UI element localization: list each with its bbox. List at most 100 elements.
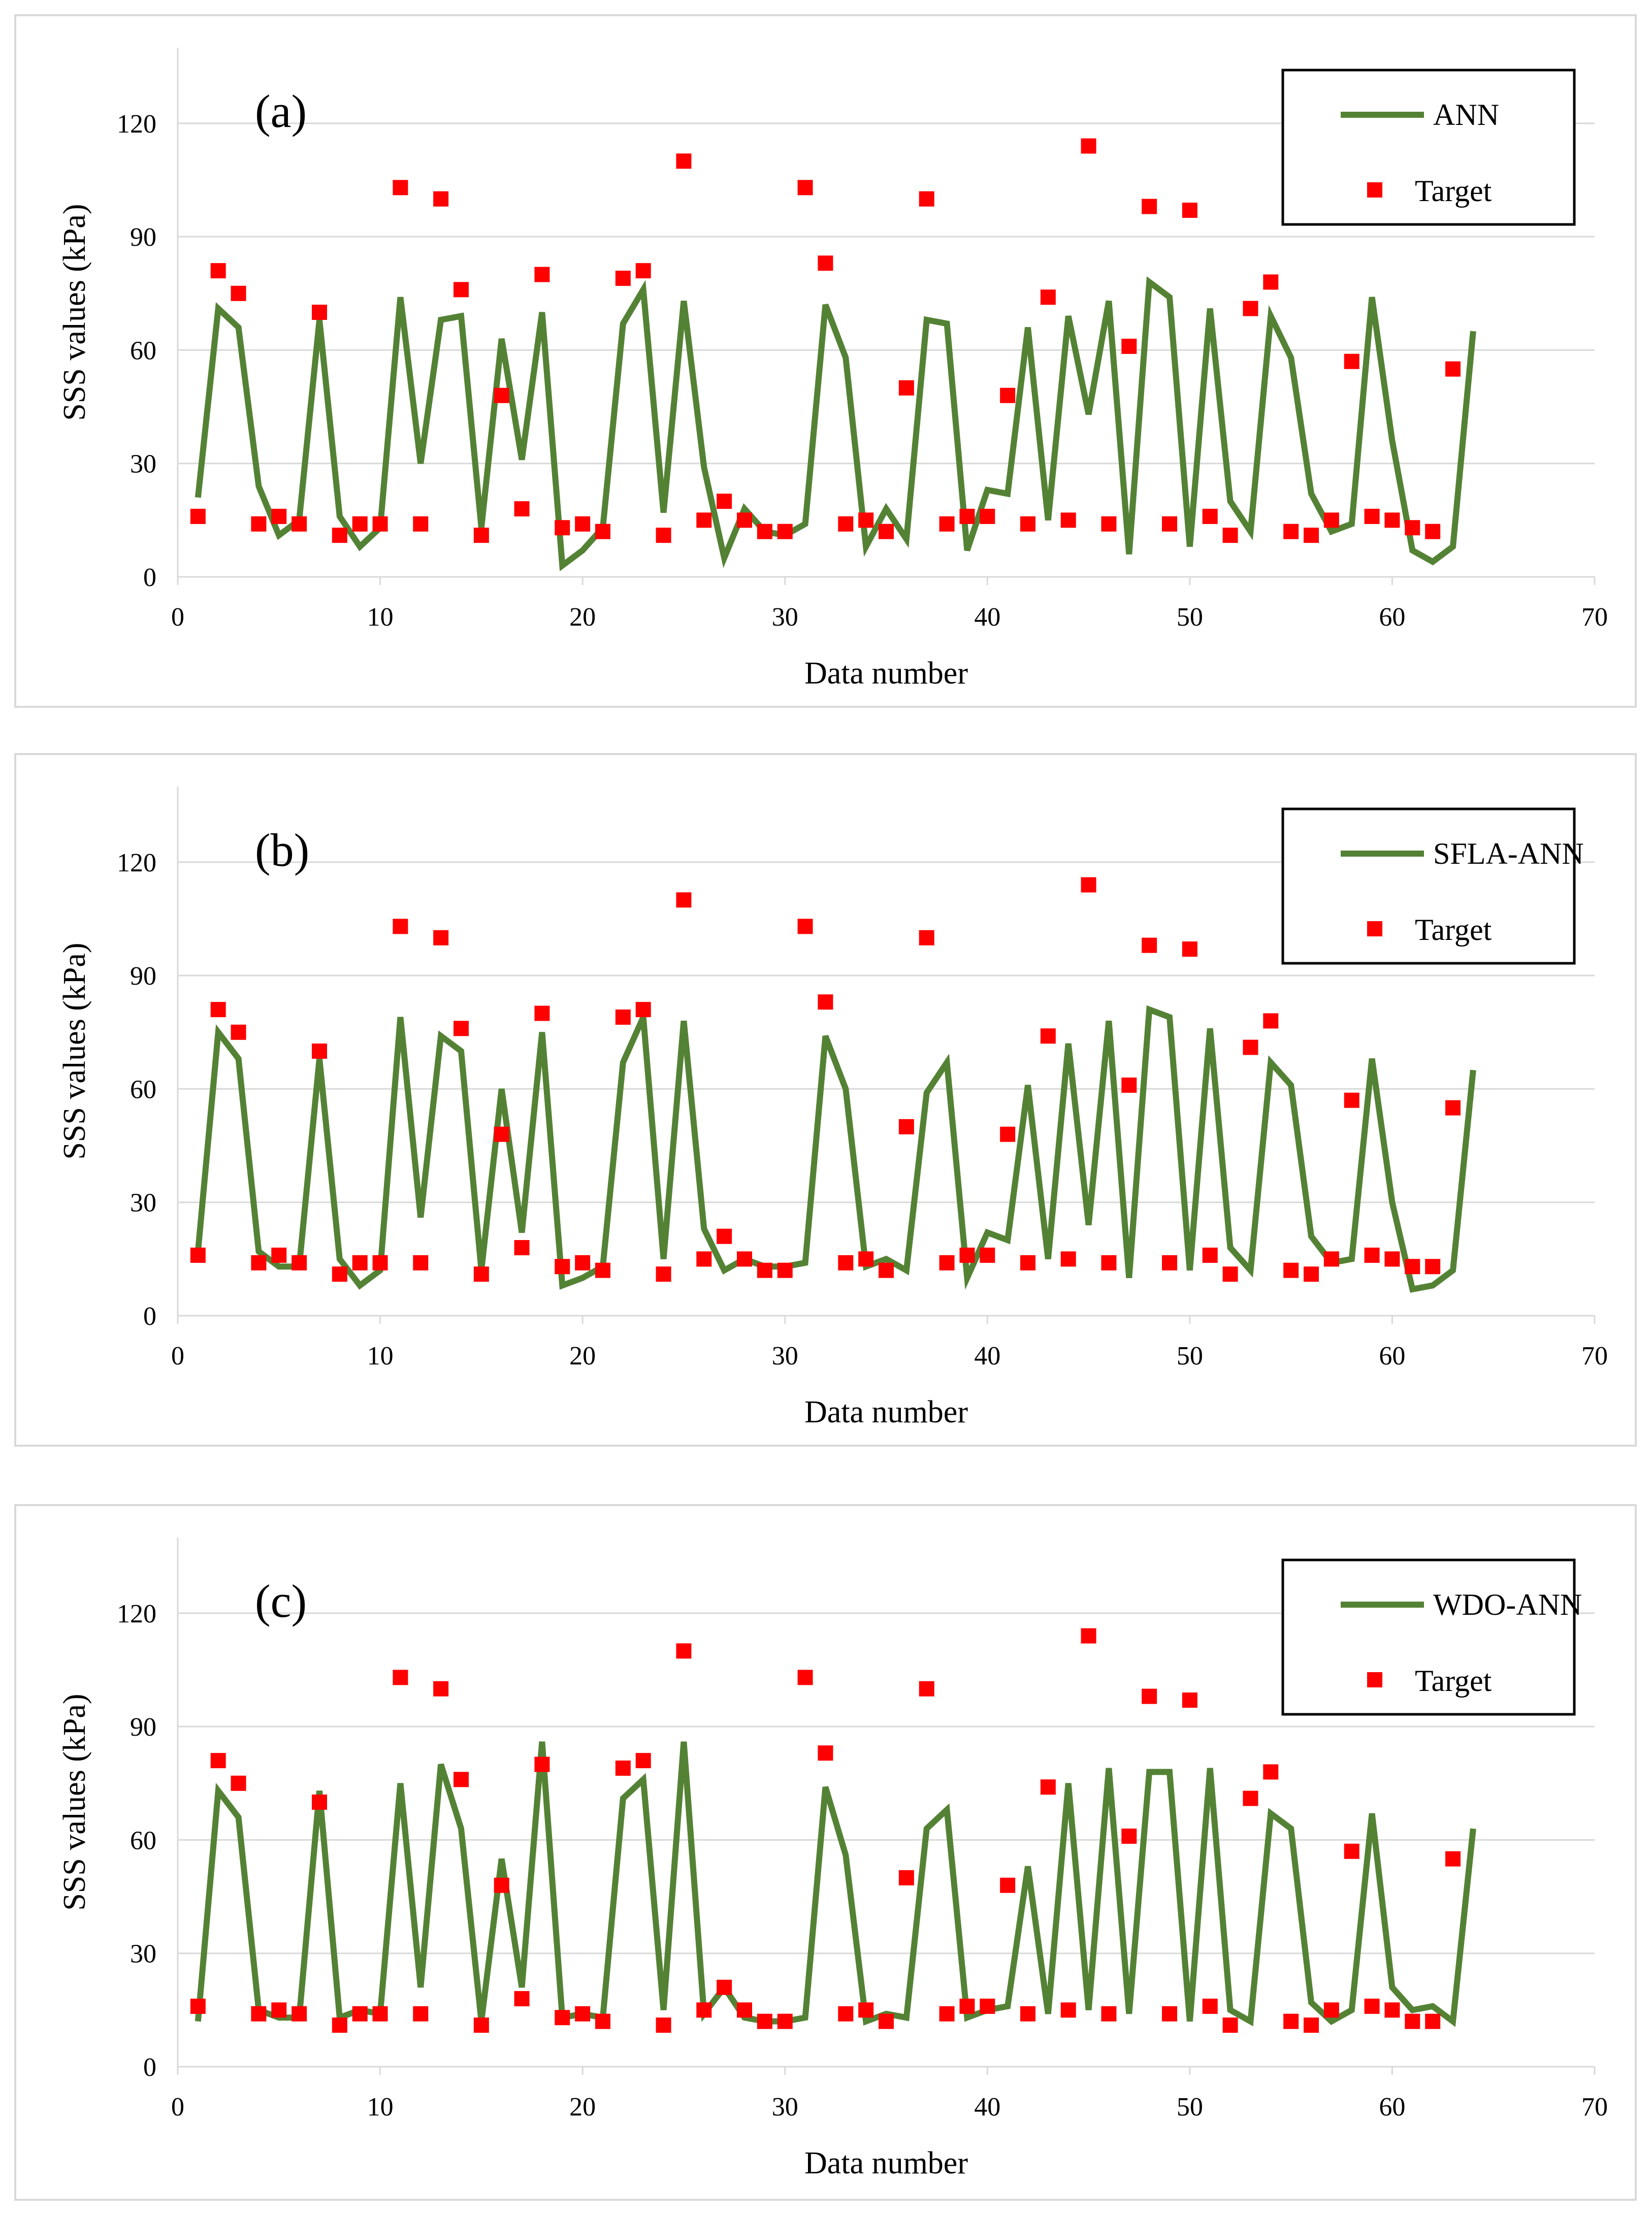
target-point: [777, 524, 793, 539]
target-point: [838, 2006, 854, 2022]
target-point: [433, 191, 449, 207]
target-point: [1060, 2002, 1076, 2018]
target-point: [1283, 1262, 1299, 1278]
panel-label: (c): [255, 1575, 307, 1627]
target-point: [534, 1756, 550, 1772]
target-point: [1384, 1251, 1400, 1267]
target-point: [1283, 2013, 1299, 2029]
target-point: [939, 2006, 955, 2022]
target-point: [1040, 1028, 1056, 1044]
y-axis-label: SSS values (kPa): [57, 942, 92, 1159]
target-point: [1243, 1039, 1258, 1055]
target-point: [980, 1998, 995, 2014]
target-point: [575, 1255, 591, 1271]
target-point: [737, 2002, 752, 2018]
legend: WDO-ANN Target: [1281, 1558, 1582, 1716]
x-tick-label: 50: [1177, 603, 1203, 632]
target-point: [1304, 528, 1319, 543]
chart-svg-b: 0 30 60 90 120 0 10 20 30 40 50 60 70 Data number SSS …: [57, 787, 1608, 1429]
target-point: [919, 191, 934, 207]
x-tick-label: 60: [1379, 2093, 1405, 2122]
y-tick-label: 60: [130, 336, 156, 365]
chart-svg-c: 0 30 60 90 120 0 10 20 30 40 50 60 70 Data number SSS …: [57, 1538, 1608, 2180]
target-point: [454, 282, 469, 298]
target-point: [555, 2010, 570, 2026]
target-point: [494, 387, 509, 403]
target-point: [879, 2013, 894, 2029]
target-point: [473, 2017, 489, 2033]
target-point: [231, 1024, 246, 1040]
target-point: [494, 1126, 509, 1142]
target-point: [514, 1240, 530, 1256]
target-point: [291, 516, 307, 532]
y-axis-label: SSS values (kPa): [57, 1693, 92, 1910]
target-point: [879, 1262, 894, 1278]
target-point: [1202, 1247, 1218, 1263]
target-point: [210, 263, 226, 279]
target-point: [473, 528, 489, 543]
target-point: [879, 524, 894, 539]
target-point: [1344, 1092, 1359, 1108]
y-tick-label: 30: [130, 450, 156, 479]
series-line-ann: [195, 276, 1476, 571]
target-point: [1364, 1998, 1380, 2014]
target-point: [1081, 877, 1096, 893]
target-point: [1283, 524, 1299, 539]
legend-label-model: ANN: [1433, 98, 1499, 132]
target-point: [980, 508, 995, 524]
target-point: [312, 305, 327, 320]
target-point: [555, 520, 570, 536]
y-tick-label: 90: [130, 1713, 156, 1742]
target-point: [595, 1262, 610, 1278]
target-point: [939, 1255, 955, 1271]
target-point: [656, 2017, 671, 2033]
target-point: [939, 516, 955, 532]
target-point: [838, 1255, 854, 1271]
target-point: [1101, 516, 1117, 532]
target-point: [858, 2002, 874, 2018]
x-tick-label: 10: [367, 2093, 394, 2122]
y-axis-label: SSS values (kPa): [57, 204, 92, 420]
x-tick-label: 40: [974, 2093, 1000, 2122]
x-tick-label: 10: [367, 1342, 394, 1371]
target-point: [898, 380, 914, 396]
target-point: [898, 1870, 914, 1885]
y-tick-label: 90: [130, 962, 156, 991]
target-point: [1445, 361, 1461, 377]
target-point: [676, 892, 692, 908]
target-point: [190, 1998, 206, 2014]
target-point: [1425, 2013, 1441, 2029]
target-point: [635, 263, 651, 279]
target-point: [534, 1005, 550, 1021]
target-point: [1000, 387, 1016, 403]
legend: ANN Target: [1281, 69, 1576, 226]
target-point: [1060, 512, 1076, 528]
target-point: [271, 508, 287, 524]
target-point: [595, 2013, 610, 2029]
y-tick-label: 120: [117, 110, 156, 139]
target-point: [352, 516, 368, 532]
chart-svg-a: 0 30 60 90 120 0 10 20 30 40 50 60 70 Data number SSS …: [57, 48, 1608, 691]
target-point: [494, 1877, 509, 1893]
target-point: [231, 285, 246, 301]
target-point: [1020, 2006, 1035, 2022]
x-tick-label: 50: [1177, 2093, 1203, 2122]
target-point: [676, 1643, 692, 1659]
legend-label-target: Target: [1415, 913, 1492, 947]
target-point: [838, 516, 854, 532]
target-point: [615, 1009, 631, 1025]
y-tick-label: 0: [143, 1302, 156, 1331]
target-point: [190, 1247, 206, 1263]
target-point: [1304, 1266, 1319, 1282]
legend-marker-swatch: [1367, 921, 1382, 936]
target-point: [372, 1255, 388, 1271]
legend-label-model: SFLA-ANN: [1433, 837, 1584, 870]
target-point: [1081, 1628, 1096, 1644]
x-tick-label: 70: [1581, 2093, 1608, 2122]
target-point: [757, 2013, 772, 2029]
legend-box: [1281, 807, 1576, 965]
target-point: [514, 501, 530, 517]
target-point: [210, 1753, 226, 1769]
x-tick-label: 0: [171, 603, 184, 632]
legend-marker-swatch: [1367, 1672, 1382, 1687]
